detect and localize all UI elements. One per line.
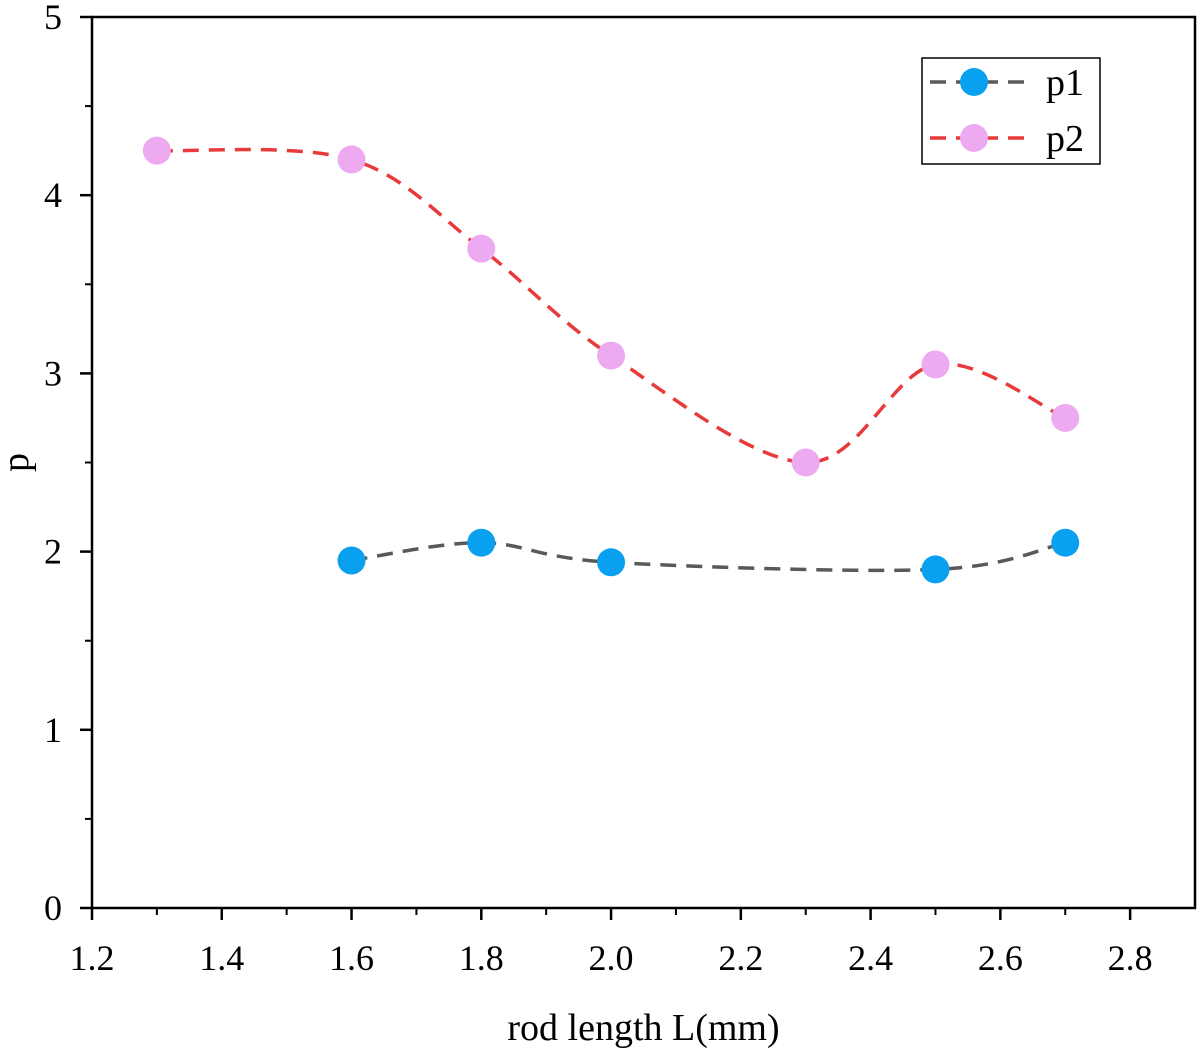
p2-point	[467, 234, 496, 263]
p1-point	[921, 555, 950, 584]
p2-legend-label: p2	[1046, 118, 1084, 160]
axis-tick-labels: 1.2 1.4 1.6 1.8 2.0 2.2 2.4 2.6 2.8 0 1 2 3 4 5	[44, 0, 1153, 978]
p1-legend-marker	[960, 68, 988, 96]
p2-point	[597, 341, 626, 370]
x-tick-label: 2.6	[978, 938, 1023, 978]
p2-point	[142, 136, 171, 165]
p1-curve	[351, 540, 1066, 573]
y-tick-label: 1	[44, 710, 62, 750]
x-tick-label: 2.4	[848, 938, 893, 978]
x-tick-label: 1.8	[459, 938, 504, 978]
series-markers	[142, 136, 1080, 584]
x-tick-label: 2.8	[1108, 938, 1153, 978]
p2-legend-marker	[960, 124, 988, 152]
x-tick-label: 1.4	[199, 938, 244, 978]
p1-point	[337, 546, 366, 575]
y-axis-title: p	[0, 453, 37, 472]
y-tick-label: 2	[44, 532, 62, 572]
p2-curve	[156, 147, 1066, 465]
y-tick-label: 3	[44, 353, 62, 393]
p1-point	[597, 548, 626, 577]
legend-box	[921, 57, 1101, 165]
p2-point	[337, 145, 366, 174]
x-tick-label: 2.2	[718, 938, 763, 978]
p1-legend-label: p1	[1046, 62, 1084, 104]
x-tick-label: 2.0	[589, 938, 634, 978]
y-tick-label: 4	[44, 175, 62, 215]
p2-point	[1051, 403, 1080, 432]
p1-point	[1051, 528, 1080, 557]
p2-point	[791, 448, 820, 477]
y-tick-label: 0	[44, 888, 62, 928]
x-tick-label: 1.2	[70, 938, 115, 978]
p2-point	[921, 350, 950, 379]
y-tick-label: 5	[44, 0, 62, 37]
axis-ticks	[80, 15, 1132, 920]
x-tick-label: 1.6	[329, 938, 374, 978]
x-axis-title: rod length L(mm)	[507, 1007, 779, 1049]
p1-point	[467, 528, 496, 557]
